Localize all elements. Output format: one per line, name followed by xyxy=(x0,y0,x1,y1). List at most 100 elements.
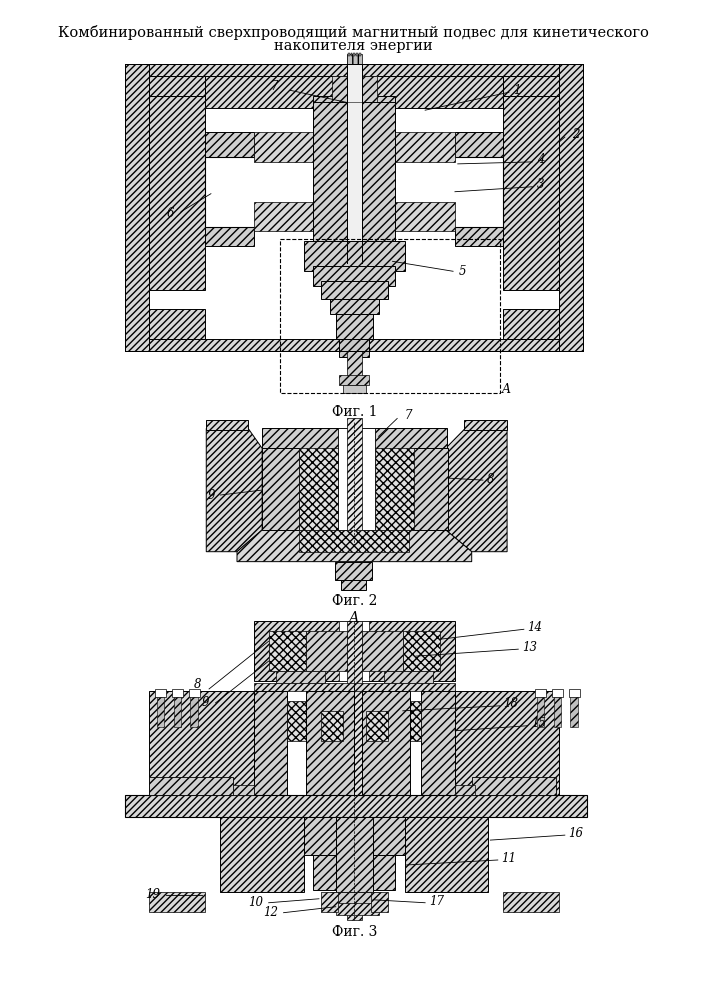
Bar xyxy=(339,621,369,681)
Bar xyxy=(172,689,183,697)
Text: А: А xyxy=(349,611,360,625)
Bar xyxy=(205,132,254,246)
Bar xyxy=(125,795,588,817)
Bar xyxy=(341,580,366,589)
Text: 19: 19 xyxy=(146,888,160,901)
Bar xyxy=(233,785,254,795)
Bar xyxy=(360,448,414,530)
Text: 8: 8 xyxy=(486,473,494,486)
Bar xyxy=(306,631,347,671)
Bar xyxy=(205,76,354,108)
Bar xyxy=(321,892,337,912)
Bar xyxy=(299,448,354,530)
Bar xyxy=(125,339,583,351)
Bar xyxy=(403,701,421,741)
Bar xyxy=(347,64,362,263)
Bar xyxy=(254,202,347,232)
Text: 14: 14 xyxy=(527,621,542,634)
Bar xyxy=(535,689,547,697)
Bar xyxy=(304,817,404,855)
Bar xyxy=(335,562,372,580)
Text: 9: 9 xyxy=(201,696,209,709)
Bar xyxy=(205,157,347,227)
Bar xyxy=(337,428,375,530)
Bar xyxy=(339,375,369,385)
Text: 17: 17 xyxy=(429,895,444,908)
Text: 9: 9 xyxy=(207,489,215,502)
Text: 7: 7 xyxy=(404,409,412,422)
Bar xyxy=(384,671,433,683)
Text: 12: 12 xyxy=(263,906,278,919)
Bar xyxy=(411,448,448,530)
Bar xyxy=(343,385,366,393)
Text: 8: 8 xyxy=(194,678,201,691)
Bar xyxy=(362,202,455,232)
Bar xyxy=(254,683,354,691)
Bar xyxy=(554,697,561,727)
Bar xyxy=(330,892,380,907)
Bar xyxy=(371,892,388,912)
Bar xyxy=(336,817,373,892)
Bar xyxy=(421,691,455,795)
Text: 5: 5 xyxy=(459,265,466,278)
Bar xyxy=(189,689,200,697)
Bar xyxy=(125,64,583,76)
Bar xyxy=(503,309,559,339)
Bar xyxy=(262,428,447,450)
Bar xyxy=(149,96,205,290)
Bar xyxy=(354,621,455,681)
Text: 18: 18 xyxy=(503,697,518,710)
Bar xyxy=(149,777,233,795)
Bar xyxy=(362,157,503,227)
Bar xyxy=(330,299,378,314)
Bar xyxy=(354,76,503,108)
Text: 6: 6 xyxy=(166,207,174,220)
Bar xyxy=(347,54,362,68)
Bar xyxy=(254,621,354,681)
Text: Фиг. 3: Фиг. 3 xyxy=(332,925,377,939)
Bar xyxy=(354,683,455,691)
Bar xyxy=(568,689,580,697)
Text: 3: 3 xyxy=(537,178,544,191)
Bar xyxy=(472,777,556,795)
Bar xyxy=(304,241,404,271)
Bar xyxy=(125,64,149,351)
Bar xyxy=(347,351,362,389)
Bar xyxy=(321,711,343,741)
Text: Комбинированный сверхпроводящий магнитный подвес для кинетического: Комбинированный сверхпроводящий магнитны… xyxy=(58,25,649,40)
Bar xyxy=(336,314,373,339)
Bar xyxy=(354,96,395,151)
Text: 7: 7 xyxy=(271,80,278,93)
Text: 10: 10 xyxy=(248,896,263,909)
Bar xyxy=(347,102,362,266)
Bar xyxy=(262,448,299,530)
Bar xyxy=(157,697,164,727)
Bar xyxy=(299,530,409,552)
Bar xyxy=(149,76,205,96)
Bar xyxy=(339,892,369,904)
Bar xyxy=(362,102,395,266)
Bar xyxy=(287,701,306,741)
Bar xyxy=(537,697,544,727)
Bar xyxy=(254,691,287,795)
Bar xyxy=(155,689,166,697)
Text: 16: 16 xyxy=(568,827,583,840)
Bar xyxy=(254,132,347,162)
Bar xyxy=(503,76,559,96)
Bar xyxy=(362,691,410,795)
Text: Фиг. 1: Фиг. 1 xyxy=(332,405,377,419)
Bar xyxy=(362,631,403,671)
Bar xyxy=(276,671,325,683)
Polygon shape xyxy=(206,428,262,552)
Bar xyxy=(190,697,198,727)
Bar xyxy=(354,52,356,56)
Bar xyxy=(336,903,378,915)
Bar xyxy=(359,52,361,56)
Bar xyxy=(354,76,377,151)
Bar xyxy=(455,132,503,246)
Bar xyxy=(455,785,475,795)
Bar xyxy=(571,697,578,727)
Bar xyxy=(206,420,248,430)
Bar xyxy=(149,892,205,912)
Bar xyxy=(366,711,388,741)
